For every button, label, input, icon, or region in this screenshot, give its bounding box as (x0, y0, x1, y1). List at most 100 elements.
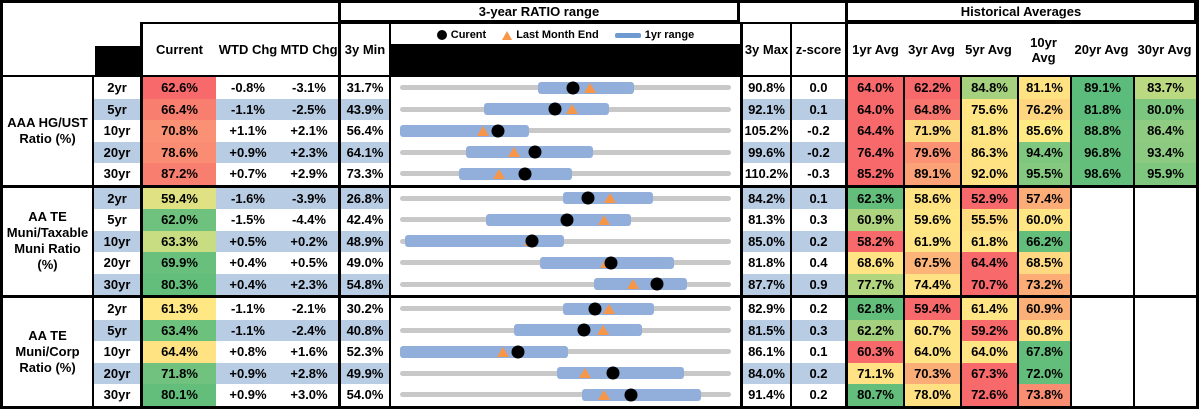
last-month-end-marker (496, 346, 509, 357)
mtd-chg-cell: +2.3% (280, 141, 338, 163)
wtd-chg-cell: +0.4% (216, 273, 280, 295)
mtd-chg-cell: -3.1% (292, 80, 326, 95)
tenor-cell: 10yr (93, 230, 140, 252)
avg-cell: 96.8% (1070, 141, 1133, 163)
avg-cell: 64.0% (960, 341, 1017, 363)
avg-cell: 64.0% (903, 341, 960, 363)
one-year-range-bar (400, 345, 569, 358)
last-month-end-marker (604, 193, 617, 204)
avg-cell (1133, 362, 1196, 384)
one-year-range-bar (485, 213, 632, 226)
column-header-30yr-avg: 30yr Avg (1133, 22, 1196, 75)
avg-cell: 95.9% (1133, 163, 1196, 185)
column-header-z-score: z-score (790, 22, 845, 75)
current-marker (577, 323, 591, 337)
avg-cell: 80.7% (845, 384, 903, 406)
avg-cell: 76.2% (1017, 98, 1070, 120)
current-marker (525, 234, 539, 248)
range-plot (400, 320, 731, 342)
range-chart (389, 120, 740, 142)
three-year-max-cell: 81.5% (740, 319, 790, 341)
three-year-min-cell: 54.0% (338, 384, 389, 406)
range-chart (389, 362, 740, 385)
z-score-cell: 0.9 (790, 273, 845, 295)
range-plot (400, 341, 731, 363)
mtd-chg-cell: +0.2% (280, 230, 338, 252)
wtd-chg-cell: -1.1% (216, 319, 280, 341)
three-year-max-cell: 84.2% (740, 187, 790, 209)
ratio-group: AA TE Muni/Taxable Muni Ratio (%) 2yr 59.4% -1… (3, 184, 1196, 295)
avg-cell: 67.8% (1017, 341, 1070, 363)
range-plot (400, 231, 731, 253)
range-track (400, 281, 731, 287)
avg-cell (1070, 384, 1133, 406)
avg-cell (1133, 209, 1196, 231)
mtd-chg-cell: -2.5% (280, 98, 338, 120)
avg-cell: 71.1% (845, 362, 903, 384)
avg-cell: 84.8% (960, 77, 1017, 99)
avg-cell: 62.2% (845, 319, 903, 341)
last-month-end-marker (565, 104, 578, 115)
avg-cell (1070, 319, 1133, 341)
group-label: AAA HG/UST Ratio (%) (3, 77, 93, 185)
current-marker (511, 345, 525, 359)
avg-cell: 66.2% (1017, 230, 1070, 252)
range-chart (389, 209, 740, 231)
mtd-chg-cell: +1.6% (290, 344, 328, 359)
last-month-end-marker (627, 279, 640, 290)
range-plot (400, 99, 731, 121)
tenor-cell: 20yr (93, 141, 140, 163)
section-title-historical-averages: Historical Averages (845, 3, 1196, 22)
three-year-max-cell: 86.1% (740, 341, 790, 363)
one-year-range-bar (404, 235, 565, 248)
avg-cell: 68.6% (845, 252, 903, 274)
three-year-min-cell: 52.3% (338, 341, 389, 363)
avg-cell (1133, 341, 1196, 363)
header-blank-mid (740, 3, 845, 22)
current-cell: 61.3% (140, 298, 216, 320)
range-plot (400, 188, 731, 210)
avg-cell: 59.6% (903, 209, 960, 231)
tenor-cell: 30yr (93, 273, 140, 295)
mtd-chg-cell: -4.4% (292, 212, 326, 227)
three-year-max-cell: 81.3% (740, 209, 790, 231)
current-marker (528, 145, 542, 159)
three-year-min-cell: 43.9% (338, 98, 389, 120)
range-plot (400, 363, 731, 385)
avg-cell (1133, 298, 1196, 320)
avg-cell: 71.9% (903, 120, 960, 142)
range-plot (400, 120, 731, 142)
avg-cell: 77.7% (845, 273, 903, 295)
avg-cell: 60.9% (1017, 298, 1070, 320)
last-month-end-marker (602, 303, 615, 314)
current-marker (566, 81, 580, 95)
avg-cell (1070, 341, 1133, 363)
avg-cell: 75.6% (960, 98, 1017, 120)
avg-cell: 60.9% (845, 209, 903, 231)
current-cell: 59.4% (140, 187, 216, 209)
last-month-end-marker (507, 147, 520, 158)
avg-cell: 68.5% (1017, 252, 1070, 274)
tenor-header-black-box (95, 46, 140, 75)
chart-legend: Curent Last Month End 1yr range (391, 24, 740, 46)
three-year-max-cell: 84.0% (740, 362, 790, 384)
current-cell: 80.3% (140, 273, 216, 295)
current-cell: 71.8% (140, 362, 216, 384)
legend-range-bar-icon (614, 32, 641, 38)
three-year-min-cell: 64.1% (338, 141, 389, 163)
avg-cell: 73.2% (1017, 273, 1070, 295)
avg-cell (1133, 319, 1196, 341)
column-header-1yr-avg: 1yr Avg (845, 22, 903, 75)
wtd-chg-cell: -1.5% (231, 212, 265, 227)
three-year-min-cell: 26.8% (338, 187, 389, 209)
avg-cell: 62.2% (903, 77, 960, 99)
group-label: AA TE Muni/Taxable Muni Ratio (%) (3, 187, 93, 295)
wtd-chg-cell: +0.9% (229, 387, 267, 402)
avg-cell: 92.0% (960, 163, 1017, 185)
avg-cell (1070, 230, 1133, 252)
last-month-end-marker (597, 325, 610, 336)
current-cell: 78.6% (140, 141, 216, 163)
avg-cell: 89.1% (903, 163, 960, 185)
range-plot (400, 298, 731, 320)
